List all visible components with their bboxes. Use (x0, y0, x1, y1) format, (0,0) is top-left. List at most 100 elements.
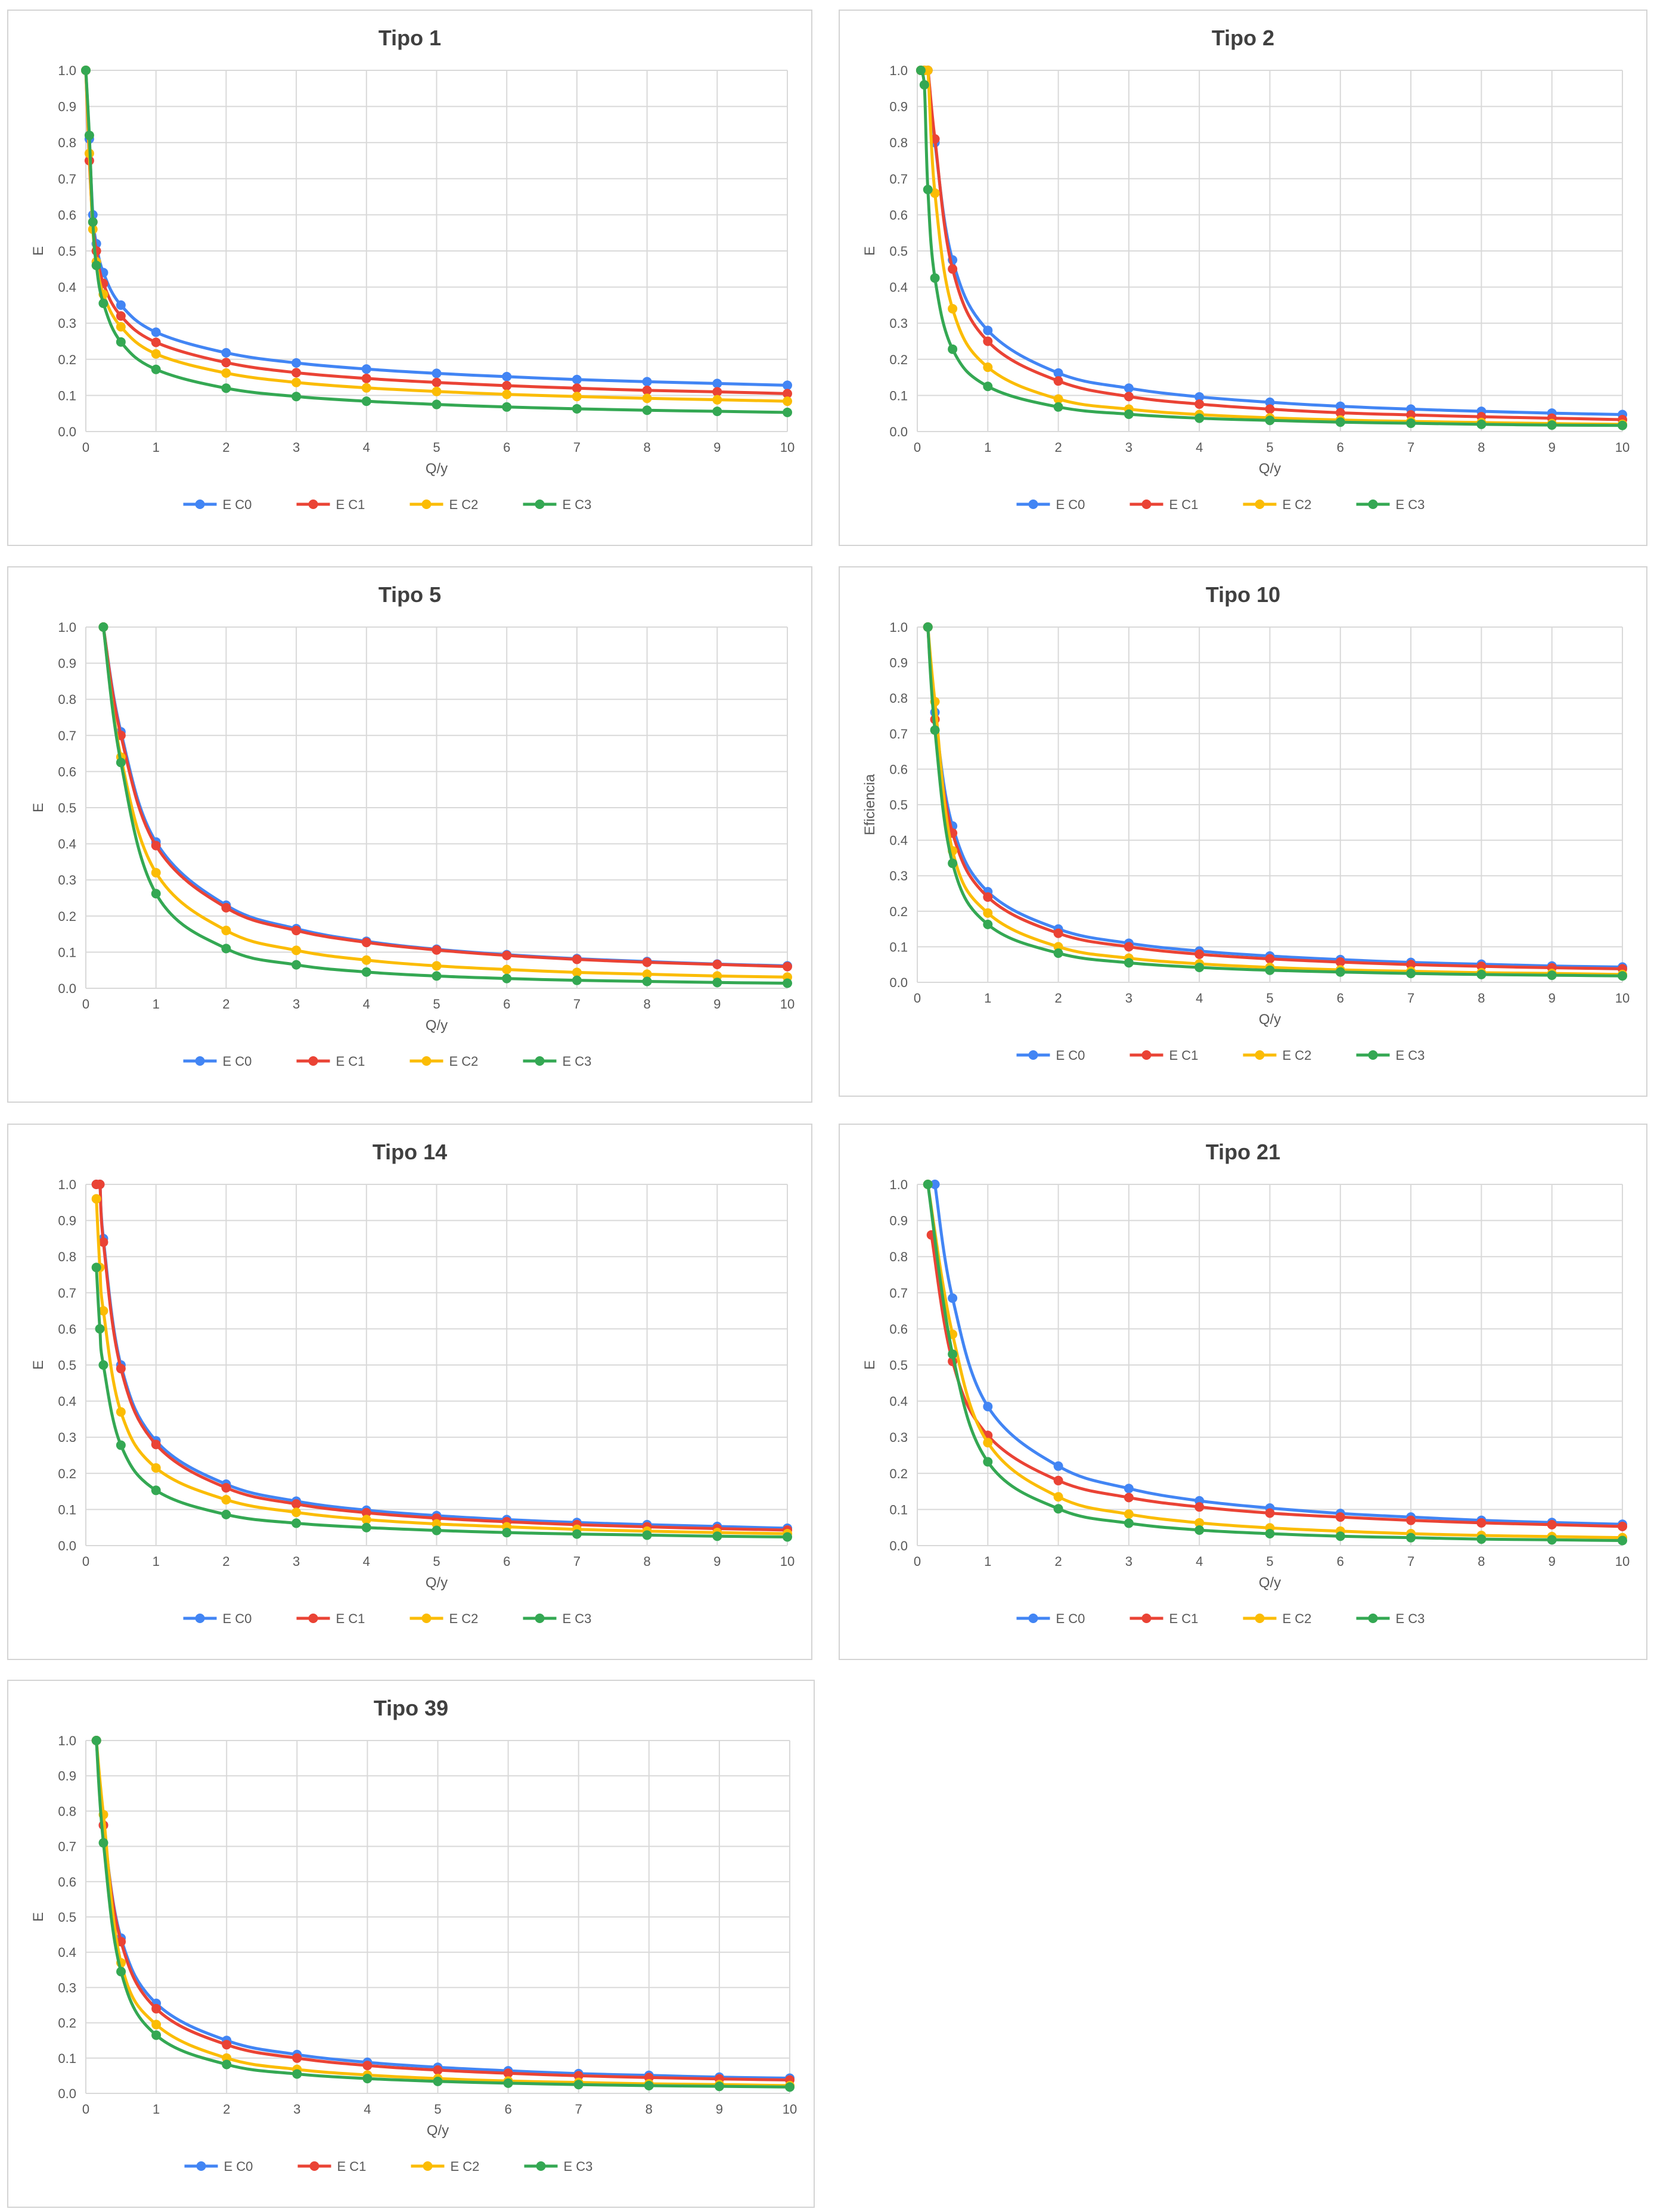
x-tick-label: 8 (1478, 991, 1485, 1006)
data-point (1053, 948, 1063, 958)
data-point (432, 377, 442, 387)
legend-marker-e-c0 (1028, 1614, 1038, 1623)
data-point (151, 840, 161, 851)
data-point (642, 957, 652, 967)
y-tick-label: 0.7 (889, 727, 908, 742)
data-point (116, 1407, 126, 1417)
legend-label-e-c3: E C3 (563, 1611, 592, 1626)
chart-title: Tipo 5 (378, 582, 441, 607)
data-point (221, 358, 231, 368)
data-point (1476, 969, 1487, 979)
y-tick-label: 0.7 (58, 172, 76, 187)
legend-label-e-c3: E C3 (564, 2159, 593, 2174)
data-point (923, 66, 933, 75)
series-e-c3 (81, 66, 792, 417)
x-tick-label: 0 (82, 2102, 89, 2117)
x-tick-label: 9 (713, 997, 721, 1012)
x-tick-label: 9 (716, 2102, 723, 2117)
x-tick-label: 10 (780, 1554, 795, 1569)
y-tick-label: 0.2 (889, 904, 908, 919)
grid-lines (85, 1184, 788, 1546)
data-point (644, 2080, 654, 2090)
data-point (361, 383, 371, 393)
data-point (642, 976, 652, 986)
data-point (291, 1507, 302, 1518)
data-point (361, 1515, 371, 1525)
chart-svg: Tipo 5 0.0 0.1 0.2 0.3 0.4 0.5 0.6 0.7 0.8 0.9 1.0 0… (30, 582, 795, 1069)
y-tick-label: 0.2 (58, 2016, 76, 2031)
legend-marker-e-c3 (536, 2161, 546, 2171)
y-axis-label: E (30, 246, 46, 256)
data-point (151, 868, 161, 878)
data-point (91, 1736, 101, 1745)
y-tick-label: 0.1 (889, 388, 908, 403)
x-tick-label: 2 (222, 997, 229, 1012)
data-point (783, 396, 792, 407)
y-tick-label: 0.6 (58, 764, 76, 779)
data-point (1053, 402, 1063, 412)
data-point (151, 327, 161, 337)
x-tick-label: 0 (82, 997, 89, 1012)
x-tick-label: 1 (153, 1554, 160, 1569)
data-point (291, 1499, 302, 1509)
x-tick-label: 8 (643, 997, 650, 1012)
legend-marker-e-c0 (195, 1614, 205, 1623)
x-axis-label: Q/y (426, 461, 448, 477)
legend-label-e-c2: E C2 (1283, 497, 1312, 512)
data-point (923, 184, 933, 194)
data-point (930, 273, 940, 283)
legend-label-e-c1: E C1 (336, 1611, 365, 1626)
x-tick-label: 4 (1196, 991, 1203, 1006)
chart-title: Tipo 21 (1206, 1140, 1280, 1164)
chart-panel-tipo-21: Tipo 21 0.0 0.1 0.2 0.3 0.4 0.5 0.6 0.7 0.8 0.9 1.0… (839, 1124, 1647, 1660)
series-line-e-c3 (101, 625, 789, 985)
y-tick-label: 0.5 (58, 1910, 76, 1925)
data-point (783, 407, 792, 417)
data-point (151, 1485, 161, 1496)
data-point (642, 1530, 652, 1540)
y-tick-label: 0.2 (58, 909, 76, 924)
data-point (361, 1522, 371, 1532)
data-point (1124, 942, 1134, 952)
series-e-c1 (91, 1736, 795, 2085)
series-e-c1 (98, 622, 792, 972)
x-tick-label: 1 (984, 440, 991, 455)
data-point (572, 392, 582, 402)
legend: E C0 E C1 E C2 E C3 (1016, 1611, 1425, 1626)
data-point (222, 2040, 232, 2050)
data-point (1265, 1508, 1275, 1518)
data-point (712, 978, 722, 988)
y-axis-label: E (862, 1360, 878, 1370)
data-point (151, 2003, 162, 2014)
series-line-e-c0 (926, 625, 1624, 969)
x-tick-label: 7 (573, 997, 581, 1012)
data-point (783, 389, 792, 399)
chart-title: Tipo 10 (1206, 582, 1280, 607)
data-point (1124, 1509, 1134, 1519)
legend-label-e-c0: E C0 (1056, 1048, 1085, 1063)
y-tick-label: 0.5 (58, 1358, 76, 1373)
data-point (714, 2081, 724, 2092)
series-e-c3 (923, 622, 1627, 981)
data-point (1547, 1535, 1557, 1545)
grid-lines (85, 1740, 790, 2094)
y-tick-label: 0.8 (58, 1249, 76, 1264)
data-point (923, 622, 933, 632)
data-point (291, 960, 302, 970)
y-tick-label: 0.0 (58, 981, 76, 996)
chart-title: Tipo 39 (374, 1696, 448, 1720)
legend-marker-e-c2 (1255, 500, 1265, 509)
chart-svg: Tipo 10 0.0 0.1 0.2 0.3 0.4 0.5 0.6 0.7 0.8 0.9 1.0… (862, 582, 1630, 1063)
data-point (785, 2082, 795, 2092)
data-point (712, 407, 722, 417)
data-point (1194, 1502, 1205, 1512)
chart-svg: Tipo 1 0.0 0.1 0.2 0.3 0.4 0.5 0.6 0.7 0.8 0.9 1.0 0… (30, 26, 795, 512)
x-tick-label: 3 (293, 2102, 300, 2117)
data-point (783, 380, 792, 390)
legend-marker-e-c0 (195, 500, 205, 509)
data-point (151, 2019, 162, 2030)
y-tick-label: 0.5 (889, 798, 908, 812)
x-tick-label: 9 (713, 440, 721, 455)
y-tick-label: 0.6 (58, 207, 76, 222)
data-point (432, 945, 442, 955)
